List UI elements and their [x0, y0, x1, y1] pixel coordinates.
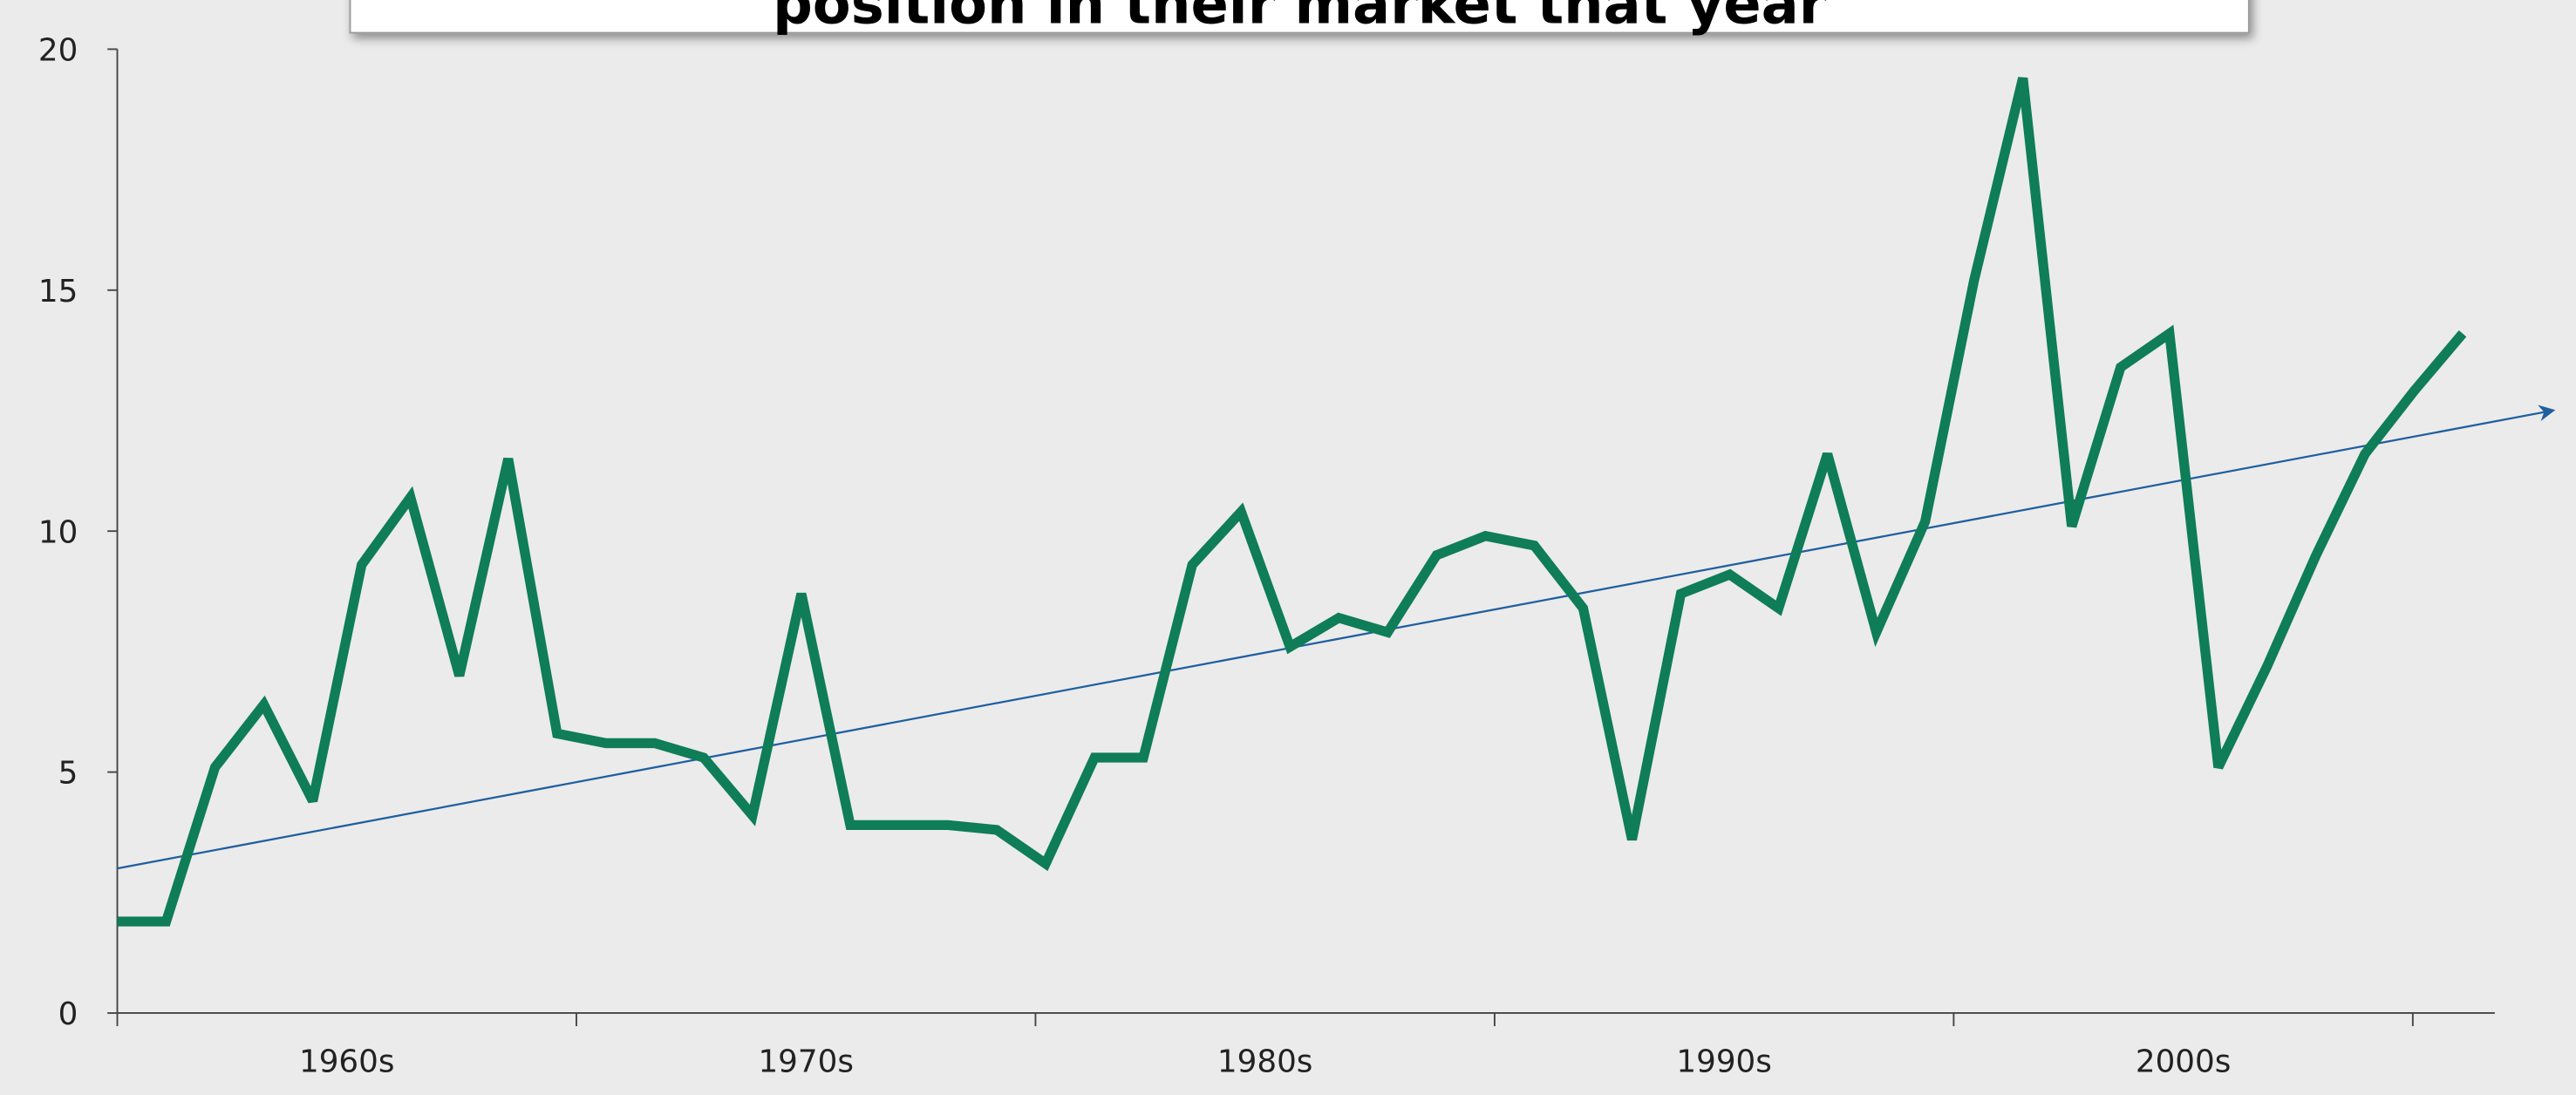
y-tick-label: 10 — [38, 514, 78, 550]
chart-title: position in their market that year — [773, 0, 1827, 37]
y-tick-label: 0 — [58, 996, 78, 1032]
y-tick-label: 15 — [38, 274, 78, 309]
x-tick-label: 1990s — [1676, 1044, 1772, 1080]
trend-line — [117, 405, 2556, 870]
x-tick-label: 1970s — [758, 1044, 854, 1080]
y-tick-label: 5 — [58, 756, 78, 792]
y-tick-label: 20 — [38, 33, 78, 69]
x-tick-label: 2000s — [2136, 1044, 2232, 1080]
x-tick-label: 1980s — [1217, 1044, 1313, 1080]
x-tick-label: 1960s — [299, 1044, 395, 1080]
title-box — [349, 0, 2250, 34]
data-line — [117, 77, 2467, 927]
